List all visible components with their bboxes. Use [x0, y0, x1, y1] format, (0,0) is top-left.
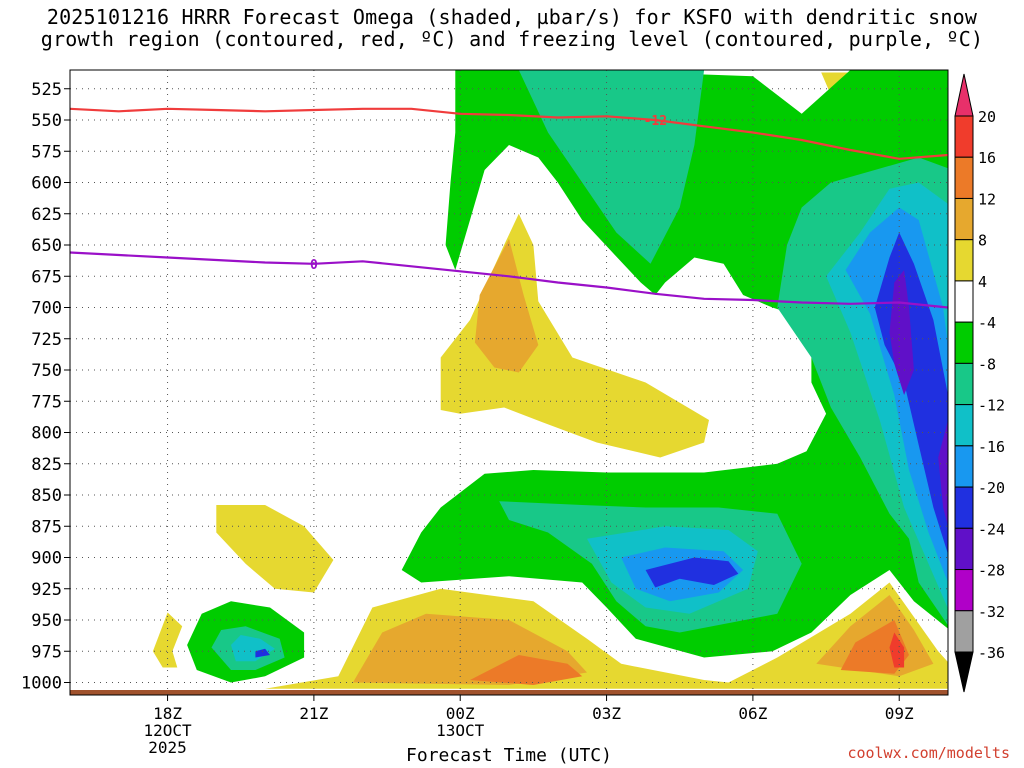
colorbar-band [954, 321, 974, 364]
colorbar-band [954, 404, 974, 447]
omega-region-pos4 [216, 505, 334, 593]
y-tick-label: 950 [31, 611, 62, 631]
colorbar-band [954, 156, 974, 199]
y-tick-label: 825 [31, 455, 62, 475]
colorbar-label: -24 [978, 520, 1005, 538]
grid-lines [70, 70, 948, 695]
freezing-level-contour-label: 0 [310, 258, 318, 273]
y-tick-label: 1000 [21, 674, 62, 694]
colorbar-label: 12 [978, 190, 996, 208]
colorbar-label: -12 [978, 397, 1005, 415]
y-tick-label: 675 [31, 267, 62, 287]
colorbar-label: -36 [978, 644, 1005, 662]
plot-frame [69, 69, 949, 696]
x-tick-label: 03Z [592, 704, 621, 723]
y-tick-label: 525 [31, 80, 62, 100]
y-tick-label: 575 [31, 142, 62, 162]
colorbar-band [954, 527, 974, 571]
colorbar-label: -4 [978, 314, 996, 332]
x-tick-label: 09Z [885, 704, 914, 723]
omega-region-neg20 [255, 648, 270, 658]
snow-growth-contour-label: -12 [644, 114, 667, 129]
omega-region-neg24 [938, 420, 948, 527]
colorbar-band [954, 486, 974, 529]
credit-text: coolwx.com/modelts [847, 744, 1010, 762]
colorbar-label: -32 [978, 603, 1005, 621]
omega-region-neg24 [889, 270, 914, 395]
y-tick-label: 625 [31, 205, 62, 225]
chart-title-line-2: growth region (contoured, red, ºC) and f… [40, 27, 984, 51]
omega-region-pos12 [470, 655, 583, 685]
colorbar-band [954, 239, 974, 282]
omega-region-pos12 [840, 620, 909, 674]
y-tick-label: 875 [31, 517, 62, 537]
omega-region-neg8 [518, 70, 705, 264]
colorbar-label: -8 [978, 355, 996, 373]
colorbar-band [954, 115, 974, 158]
y-axis-pressure: 525 550 575 600 625 650 675 700 725 750 775 800 825 8… [21, 80, 70, 694]
colorbar-band [954, 569, 974, 612]
x-tick-label: 06Z [738, 704, 767, 723]
colorbar-band [954, 362, 974, 406]
y-tick-label: 600 [31, 174, 62, 194]
x-axis-label: Forecast Time (UTC) [406, 745, 612, 766]
colorbar-band [954, 197, 974, 241]
omega-region-neg20 [645, 557, 739, 588]
chart-title-line-1: 2025101216 HRRR Forecast Omega (shaded, … [46, 5, 978, 29]
colorbar-max-arrow [954, 73, 974, 117]
colorbar-label: 8 [978, 232, 987, 250]
y-tick-label: 925 [31, 580, 62, 600]
y-tick-label: 650 [31, 236, 62, 256]
colorbar-band [954, 280, 974, 323]
x-tick-label: 2025 [148, 738, 187, 757]
colorbar-label: 20 [978, 108, 996, 126]
y-tick-label: 900 [31, 549, 62, 569]
colorbar-label: 4 [978, 273, 987, 291]
omega-shading-layer [152, 70, 948, 689]
y-tick-label: 550 [31, 111, 62, 131]
colorbar-band [954, 610, 974, 653]
snow-growth-contour-line [70, 107, 948, 160]
x-tick-label: 00Z [446, 704, 475, 723]
y-tick-label: 775 [31, 392, 62, 412]
y-tick-label: 975 [31, 642, 62, 662]
temperature-contours: -12 0 [70, 107, 948, 309]
y-tick-label: 800 [31, 424, 62, 444]
ground-layer [70, 690, 948, 695]
colorbar-band [954, 445, 974, 488]
y-tick-label: 725 [31, 330, 62, 350]
colorbar-min-arrow [954, 651, 974, 693]
y-tick-label: 700 [31, 299, 62, 319]
y-tick-label: 850 [31, 486, 62, 506]
colorbar-label: -16 [978, 438, 1005, 456]
freezing-level-contour-line [70, 251, 948, 309]
x-tick-label: 13OCT [436, 721, 485, 740]
omega-region-pos16 [889, 632, 905, 668]
ground-strip [70, 690, 948, 695]
colorbar-legend: 20 16 12 8 4 -4 -8 -12 -16 -20 -24 -28 -32 -36 [954, 73, 1005, 693]
colorbar-label: -20 [978, 479, 1005, 497]
chart-title: 2025101216 HRRR Forecast Omega (shaded, … [0, 6, 1024, 50]
x-tick-label: 12OCT [143, 721, 192, 740]
y-tick-label: 750 [31, 361, 62, 381]
x-tick-label: 18Z [153, 704, 182, 723]
colorbar-label: -28 [978, 562, 1005, 580]
colorbar-label: 16 [978, 149, 996, 167]
x-tick-label: 21Z [299, 704, 328, 723]
